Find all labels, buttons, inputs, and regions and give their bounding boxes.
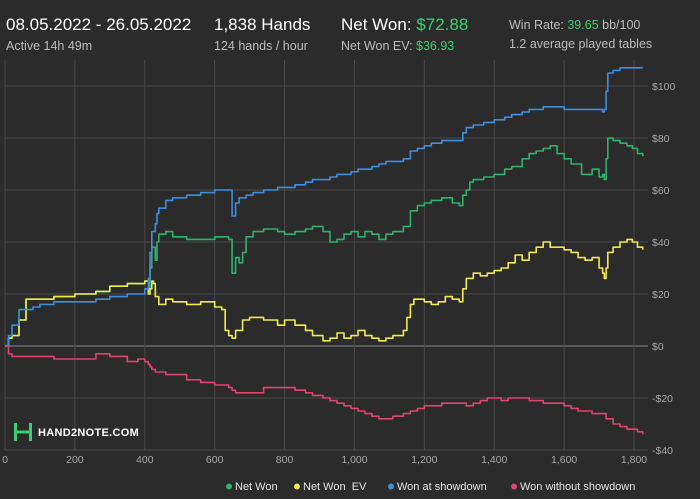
h2n-logo-icon bbox=[14, 423, 32, 441]
date-range: 08.05.2022 - 26.05.2022 bbox=[6, 15, 192, 34]
average-tables: 1.2 average played tables bbox=[509, 37, 653, 51]
series-won-at-showdown bbox=[5, 67, 643, 347]
series-net-won-ev bbox=[5, 238, 644, 347]
y-tick-label: $20 bbox=[652, 289, 670, 301]
watermark: HAND2NOTE.COM bbox=[14, 423, 139, 441]
legend-label-won-without-showdown: Won without showdown bbox=[520, 481, 635, 493]
y-tick-label: $40 bbox=[652, 237, 670, 249]
y-tick-label: -$20 bbox=[652, 393, 673, 405]
net-won: Net Won: $72.88 bbox=[341, 15, 468, 35]
x-tick-label: 600 bbox=[206, 454, 224, 466]
legend-label-net-won-ev: Net Won EV bbox=[303, 481, 367, 493]
legend-item-won-at-showdown[interactable]: Won at showdown bbox=[388, 481, 487, 493]
hands-per-hour: 124 hands / hour bbox=[214, 39, 308, 53]
hands-count: 1,838 Hands bbox=[214, 15, 311, 34]
series-net-won bbox=[5, 137, 644, 347]
legend-marker-net-won bbox=[226, 483, 232, 490]
win-rate-label: Win Rate: bbox=[509, 18, 568, 32]
x-tick-label: 1,800 bbox=[621, 454, 647, 466]
win-rate-unit: bb/100 bbox=[598, 18, 641, 32]
legend-marker-won-without-showdown bbox=[511, 483, 517, 490]
legend-marker-won-at-showdown bbox=[388, 483, 394, 490]
x-tick-label: 800 bbox=[276, 454, 294, 466]
legend: Net Won Net Won EV Won at showdown Won w… bbox=[226, 481, 635, 493]
net-won-ev: Net Won EV: $36.93 bbox=[341, 39, 454, 53]
y-tick-label: -$40 bbox=[652, 445, 673, 457]
y-tick-label: $0 bbox=[652, 341, 664, 353]
net-won-ev-label: Net Won EV: bbox=[341, 39, 417, 53]
x-tick-label: 400 bbox=[136, 454, 154, 466]
series-layer bbox=[5, 67, 644, 435]
y-tick-label: $60 bbox=[652, 185, 670, 197]
series-won-without-showdown bbox=[5, 345, 644, 435]
x-tick-label: 1,400 bbox=[481, 454, 507, 466]
active-time: Active 14h 49m bbox=[6, 39, 93, 53]
legend-item-net-won-ev[interactable]: Net Won EV bbox=[294, 481, 367, 493]
win-rate: Win Rate: 39.65 bb/100 bbox=[509, 18, 640, 32]
x-tick-label: 1,200 bbox=[411, 454, 437, 466]
net-won-label: Net Won: bbox=[341, 15, 417, 34]
legend-marker-net-won-ev bbox=[294, 483, 300, 490]
net-won-ev-value: $36.93 bbox=[416, 39, 455, 53]
win-rate-value: 39.65 bbox=[567, 18, 599, 32]
legend-label-won-at-showdown: Won at showdown bbox=[397, 481, 487, 493]
net-won-value: $72.88 bbox=[416, 15, 469, 34]
y-tick-label: $100 bbox=[652, 81, 676, 93]
axis-layer: -$40 -$20 $0 $20 $40 $60 $80 $100 0 200 400 600 800 1… bbox=[2, 81, 675, 466]
legend-item-won-without-showdown[interactable]: Won without showdown bbox=[511, 481, 635, 493]
y-tick-label: $80 bbox=[652, 133, 670, 145]
legend-label-net-won: Net Won bbox=[235, 481, 278, 493]
x-tick-label: 0 bbox=[2, 454, 8, 466]
grid-layer bbox=[4, 60, 648, 451]
x-tick-label: 200 bbox=[66, 454, 84, 466]
legend-item-net-won[interactable]: Net Won bbox=[226, 481, 278, 493]
x-tick-label: 1,600 bbox=[551, 454, 577, 466]
watermark-text: HAND2NOTE.COM bbox=[38, 427, 139, 439]
x-tick-label: 1,000 bbox=[341, 454, 367, 466]
